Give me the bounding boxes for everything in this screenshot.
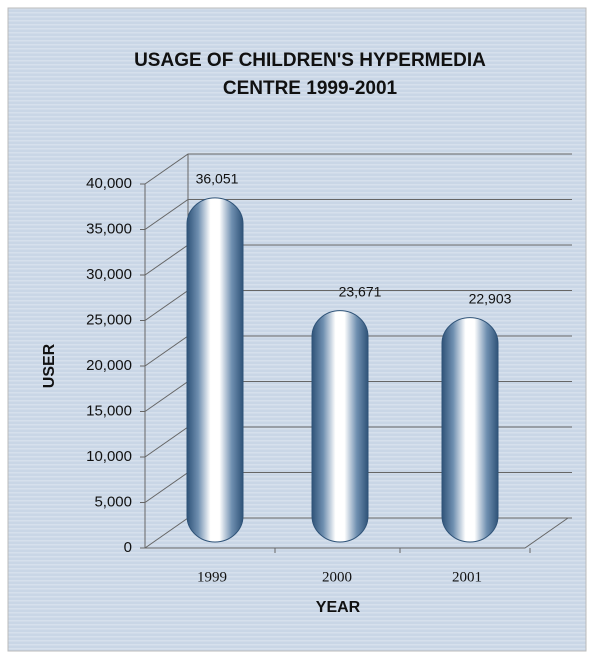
x-tick-label: 2001 bbox=[452, 569, 482, 585]
y-tick-label: 30,000 bbox=[86, 266, 132, 283]
bar bbox=[311, 310, 369, 543]
background bbox=[7, 7, 587, 652]
value-label: 36,051 bbox=[196, 171, 239, 187]
x-tick-label: 1999 bbox=[197, 569, 227, 585]
y-tick-label: 10,000 bbox=[86, 448, 132, 465]
y-tick-label: 35,000 bbox=[86, 220, 132, 237]
floor-edge bbox=[145, 517, 569, 549]
y-tick-label: 5,000 bbox=[94, 493, 132, 510]
y-tick-label: 40,000 bbox=[86, 175, 132, 192]
x-tick-label: 2000 bbox=[322, 569, 352, 585]
y-tick-label: 20,000 bbox=[86, 357, 132, 374]
y-tick-label: 25,000 bbox=[86, 311, 132, 328]
y-tick-label: 0 bbox=[124, 539, 132, 556]
x-axis-label: YEAR bbox=[316, 599, 361, 616]
y-axis-label: USER bbox=[41, 343, 58, 388]
chart-title: USAGE OF CHILDREN'S HYPERMEDIA bbox=[134, 50, 486, 71]
bar bbox=[186, 197, 244, 543]
value-label: 23,671 bbox=[339, 283, 382, 299]
value-label: 22,903 bbox=[469, 290, 512, 306]
grid-line bbox=[144, 153, 572, 185]
chart-subtitle: CENTRE 1999-2001 bbox=[223, 78, 398, 99]
bar bbox=[441, 317, 499, 543]
grid-line bbox=[144, 199, 572, 230]
y-tick-label: 15,000 bbox=[86, 402, 132, 419]
